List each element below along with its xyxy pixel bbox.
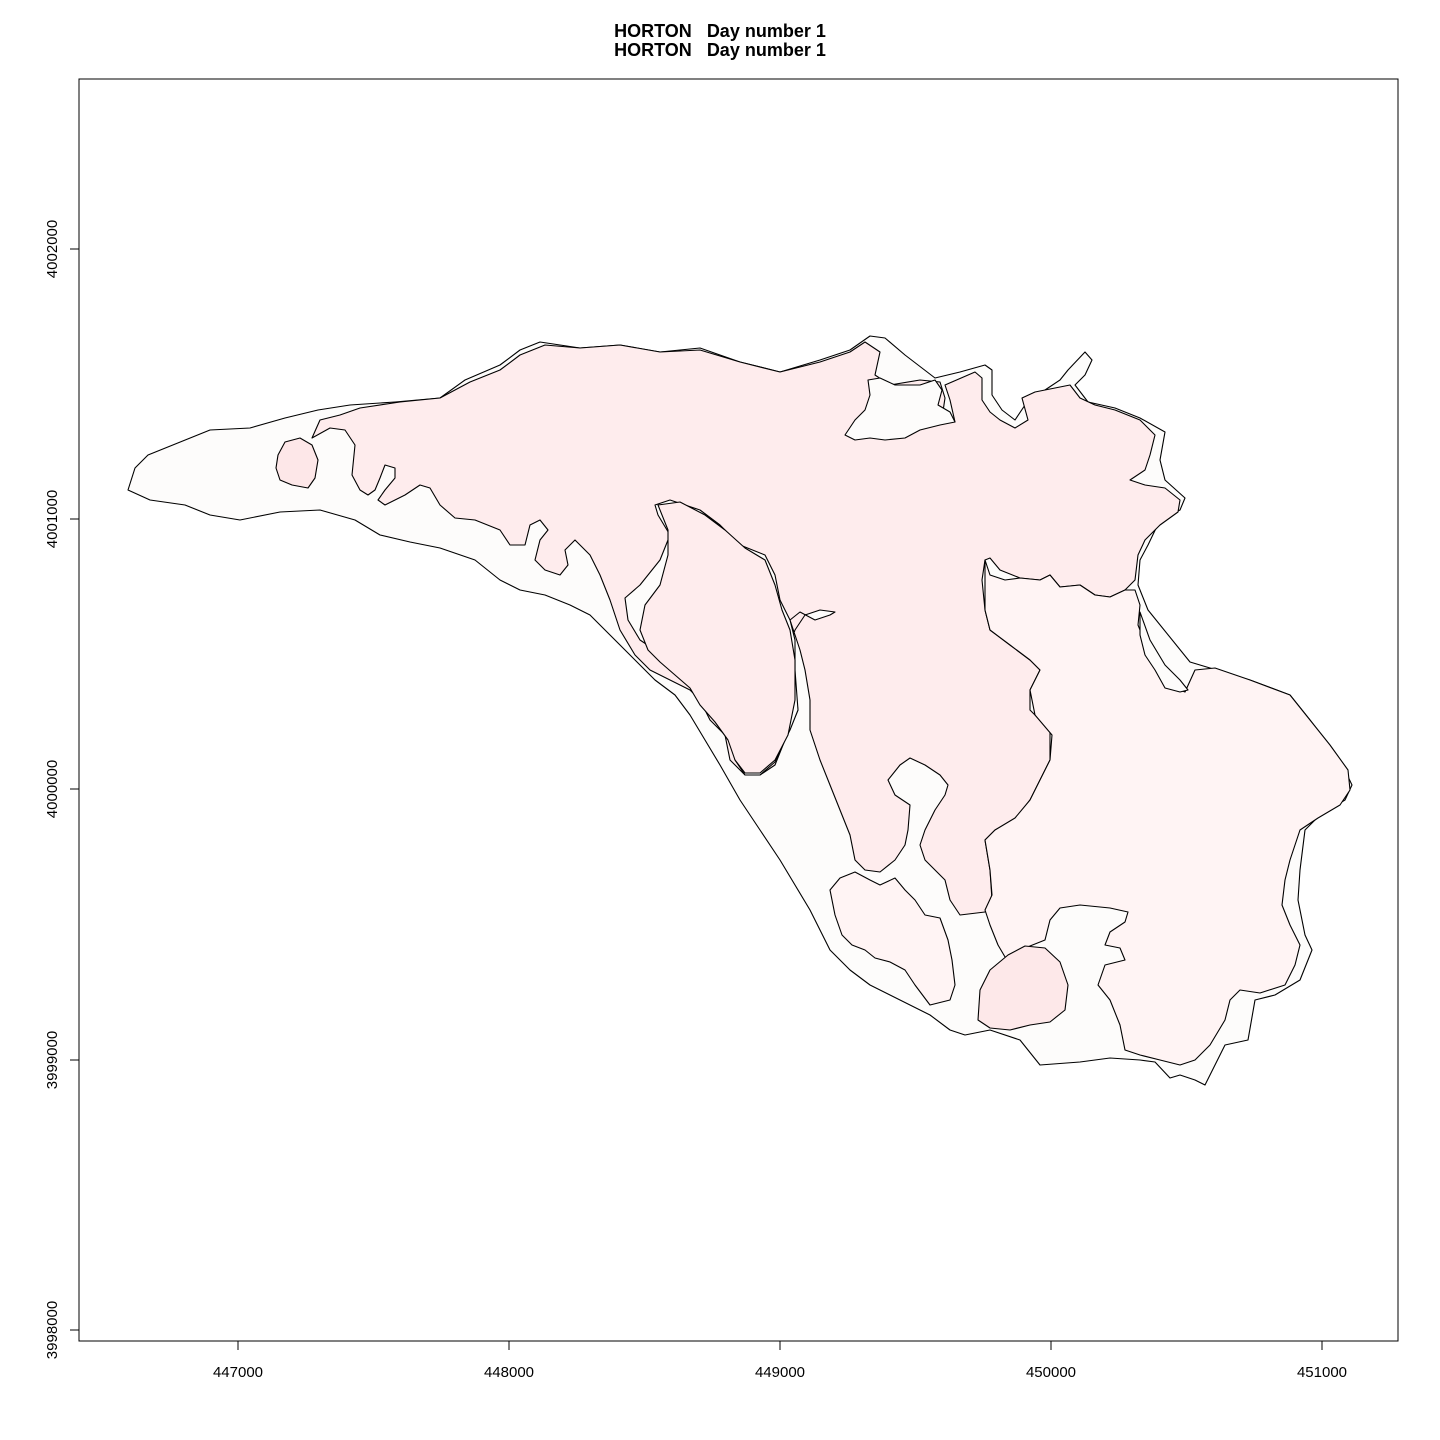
x-tick-label: 451000 bbox=[1297, 1364, 1347, 1381]
x-tick-label: 448000 bbox=[484, 1364, 534, 1381]
y-tick-label: 3998000 bbox=[44, 1301, 61, 1359]
y-tick-label: 3999000 bbox=[44, 1031, 61, 1089]
y-tick-label: 4001000 bbox=[44, 490, 61, 548]
y-tick-label: 4000000 bbox=[44, 760, 61, 818]
y-axis: 3998000 3999000 4000000 4001000 4002000 bbox=[44, 220, 80, 1359]
x-tick-label: 449000 bbox=[755, 1364, 805, 1381]
catchment-south-middle-area bbox=[829, 871, 956, 1006]
catchment-main-area-inner bbox=[639, 501, 796, 774]
y-tick-label: 4002000 bbox=[44, 220, 61, 278]
x-tick-label: 450000 bbox=[1026, 1364, 1076, 1381]
plot-title-line-2: HORTON Day number 1 bbox=[614, 40, 826, 60]
catchment-west-blob bbox=[275, 437, 319, 489]
x-tick-label: 447000 bbox=[213, 1364, 263, 1381]
catchment-north-island bbox=[844, 377, 956, 441]
plot-title-line-1: HORTON Day number 1 bbox=[614, 21, 826, 41]
x-axis: 447000 448000 449000 450000 451000 bbox=[213, 1340, 1347, 1381]
catchment-south-blob bbox=[977, 945, 1069, 1031]
catchment-regions bbox=[127, 335, 1353, 1086]
catchment-southeast-white-strip bbox=[1139, 611, 1189, 693]
